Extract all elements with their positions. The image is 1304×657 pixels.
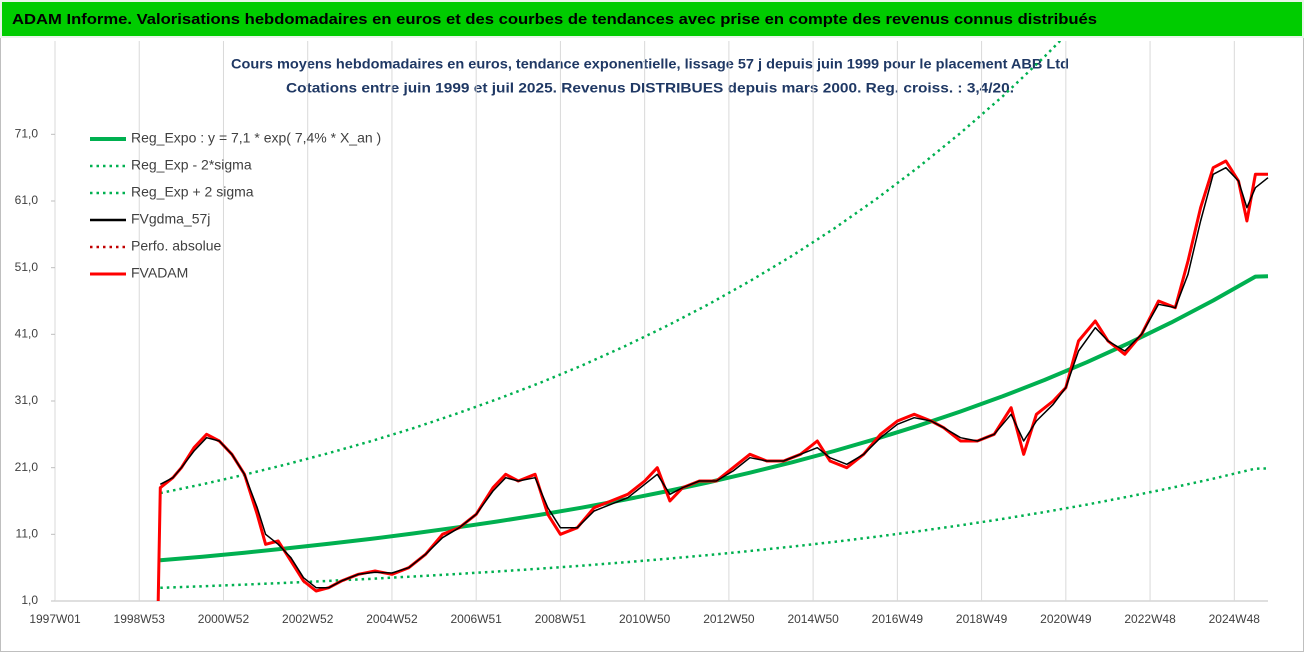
y-tick-label: 31,0 — [15, 393, 39, 407]
series-line — [160, 467, 1269, 590]
x-tick-label: 2012W50 — [703, 612, 755, 626]
y-tick-label: 51,0 — [15, 260, 39, 274]
x-tick-label: 2016W49 — [872, 612, 924, 626]
chart-subtitle: Cours moyens hebdomadaires en euros, ten… — [231, 56, 1069, 72]
legend-label: FVADAM — [131, 265, 188, 281]
x-tick-label: 2020W49 — [1040, 612, 1092, 626]
legend-label: FVgdma_57j — [131, 211, 210, 227]
y-tick-label: 21,0 — [15, 460, 39, 474]
x-tick-label: 2006W51 — [450, 612, 502, 626]
y-tick-label: 71,0 — [15, 127, 39, 141]
series-line — [160, 274, 1269, 563]
x-tick-label: 2004W52 — [366, 612, 418, 626]
x-tick-label: 2002W52 — [282, 612, 334, 626]
y-tick-label: 41,0 — [15, 327, 39, 341]
x-tick-label: 2014W50 — [787, 612, 839, 626]
chart-title: ADAM Informe. Valorisations hebdomadaire… — [12, 11, 1097, 28]
y-tick-label: 1,0 — [21, 593, 38, 607]
x-tick-label: 2018W49 — [956, 612, 1008, 626]
legend-label: Reg_Expo : y = 7,1 * exp( 7,4% * X_an ) — [131, 130, 381, 146]
x-tick-label: 2022W48 — [1124, 612, 1176, 626]
legend-label: Reg_Exp - 2*sigma — [131, 157, 252, 173]
title-bar — [0, 0, 1304, 38]
legend-label: Perfo. absolue — [131, 238, 221, 254]
x-tick-label: 2024W48 — [1209, 612, 1261, 626]
x-tick-label: 1997W01 — [29, 612, 81, 626]
x-tick-label: 2010W50 — [619, 612, 671, 626]
series-line — [159, 166, 1269, 589]
x-tick-label: 2008W51 — [535, 612, 587, 626]
plot-area — [156, 41, 1269, 602]
chart-subtitle: Cotations entre juin 1999 et juil 2025. … — [286, 80, 1014, 96]
legend-label: Reg_Exp + 2 sigma — [131, 184, 254, 200]
x-tick-label: 2000W52 — [198, 612, 250, 626]
y-tick-label: 61,0 — [15, 193, 39, 207]
y-tick-label: 11,0 — [16, 527, 39, 541]
x-tick-label: 1998W53 — [114, 612, 166, 626]
series-line — [160, 41, 1062, 495]
